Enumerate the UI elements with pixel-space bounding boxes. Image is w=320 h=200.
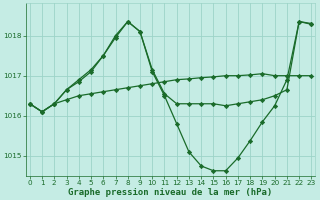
X-axis label: Graphe pression niveau de la mer (hPa): Graphe pression niveau de la mer (hPa) <box>68 188 273 197</box>
